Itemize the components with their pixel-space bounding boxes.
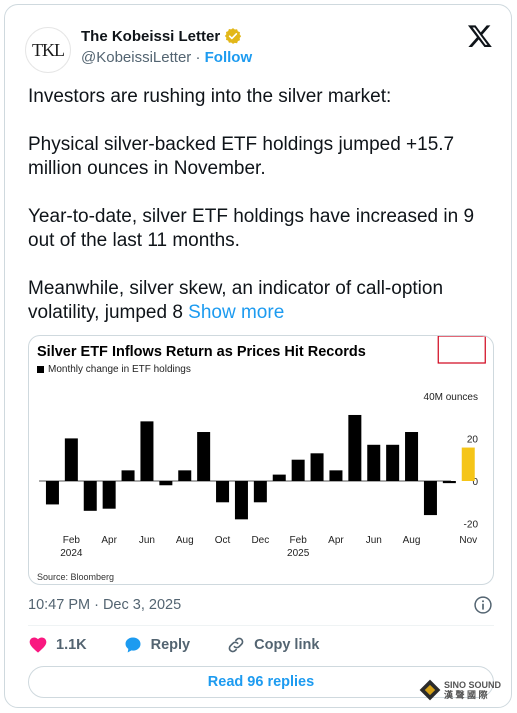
x-logo-icon[interactable]: [467, 23, 493, 49]
bar: [140, 421, 154, 481]
copy-link-button[interactable]: Copy link: [226, 635, 319, 655]
bar: [253, 481, 267, 503]
tweet-paragraph: Year-to-date, silver ETF holdings have i…: [28, 206, 475, 251]
highlight-value-label: 15.7M: [446, 336, 478, 339]
reply-button[interactable]: Reply: [123, 635, 191, 655]
author-name-row: The Kobeissi Letter: [81, 27, 242, 45]
x-tick-label: Dec: [251, 535, 269, 546]
bar: [197, 432, 211, 481]
y-tick-label: 20: [467, 434, 479, 445]
follow-button[interactable]: Follow: [204, 49, 253, 66]
watermark-line2: 漢 聲 國 際: [444, 690, 488, 700]
read-replies-button[interactable]: Read 96 replies: [28, 666, 494, 698]
x-tick-label: Aug: [176, 535, 194, 546]
tweet-paragraph: Investors are rushing into the silver ma…: [28, 86, 392, 107]
chart-image[interactable]: Silver ETF Inflows Return as Prices Hit …: [28, 335, 494, 585]
link-icon: [228, 637, 244, 653]
bar: [423, 481, 437, 516]
watermark-text: SINO SOUND 漢 聲 國 際: [444, 680, 501, 700]
x-year-label: 2024: [60, 548, 83, 559]
chart-legend: Monthly change in ETF holdings: [37, 364, 191, 375]
verified-badge-icon: [225, 28, 242, 44]
x-tick-label: Oct: [215, 535, 231, 546]
bar: [102, 481, 116, 509]
like-count: 1.1K: [56, 637, 87, 653]
tweet-paragraph: Physical silver-backed ETF holdings jump…: [28, 134, 455, 179]
bar: [310, 453, 324, 481]
highlight-annotation-box: [437, 336, 486, 364]
bar: [234, 481, 248, 520]
reply-bubble-icon: [125, 637, 141, 653]
x-tick-label: Apr: [101, 535, 117, 546]
handle-separator: ·: [195, 49, 201, 66]
bar: [272, 474, 286, 481]
info-icon[interactable]: [473, 595, 493, 615]
bar: [386, 444, 400, 481]
sino-sound-logo-icon: [419, 679, 441, 701]
highlight-date-label: 2025/11/28: [442, 336, 482, 338]
x-tick-label: Feb: [63, 535, 81, 546]
legend-label: Monthly change in ETF holdings: [48, 364, 191, 375]
chart-plot: 40M ounces 20 0 -20 2025/11/2815.7M Feb Apr Jun…: [39, 336, 486, 559]
avatar[interactable]: TKL: [25, 27, 71, 73]
author-handle[interactable]: @KobeissiLetter: [81, 49, 192, 66]
show-more-link[interactable]: Show more: [188, 302, 285, 323]
copy-link-label: Copy link: [254, 637, 320, 653]
reply-label: Reply: [150, 637, 191, 653]
action-bar: 1.1K Reply Copy link: [28, 635, 355, 655]
tweet-paragraph-last: Meanwhile, silver skew, an indicator of …: [28, 277, 498, 325]
bar: [178, 470, 192, 481]
bar: [121, 470, 135, 481]
x-year-label: 2025: [287, 548, 310, 559]
bar: [291, 459, 305, 481]
chart-title: Silver ETF Inflows Return as Prices Hit …: [37, 344, 366, 360]
y-tick-label: 40M ounces: [424, 392, 478, 403]
legend-swatch: [37, 366, 44, 373]
bar: [64, 438, 78, 481]
tweet-card: TKL The Kobeissi Letter @KobeissiLetter …: [4, 4, 512, 708]
bar: [329, 470, 343, 481]
x-tick-label: Apr: [328, 535, 344, 546]
highlight-bar: [461, 447, 475, 481]
x-tick-label: Aug: [403, 535, 421, 546]
y-tick-label: -20: [464, 520, 479, 531]
tweet-text: Investors are rushing into the silver ma…: [28, 85, 498, 325]
bar: [405, 432, 419, 481]
heart-icon: [29, 637, 47, 653]
bar: [45, 481, 59, 505]
tweet-timestamp[interactable]: 10:47 PM · Dec 3, 2025: [28, 597, 182, 613]
like-button[interactable]: 1.1K: [28, 635, 87, 655]
avatar-text: TKL: [32, 39, 65, 60]
handle-row: @KobeissiLetter · Follow: [81, 49, 252, 66]
bar: [367, 444, 381, 481]
x-tick-label: Jun: [139, 535, 155, 546]
watermark-line1: SINO SOUND: [444, 680, 502, 690]
bar: [83, 481, 97, 511]
bar: [442, 481, 456, 484]
author-name[interactable]: The Kobeissi Letter: [81, 27, 221, 45]
watermark: SINO SOUND 漢 聲 國 際: [419, 679, 501, 701]
bar: [159, 481, 173, 486]
divider: [28, 625, 494, 626]
tweet-paragraph-text: Meanwhile, silver skew, an indicator of …: [28, 278, 444, 323]
x-tick-label: Nov: [459, 535, 477, 546]
x-tick-label: Feb: [290, 535, 308, 546]
x-tick-label: Jun: [366, 535, 382, 546]
chart-source: Source: Bloomberg: [37, 572, 115, 582]
bar: [348, 414, 362, 481]
bar: [216, 481, 230, 503]
y-tick-label: 0: [472, 477, 478, 488]
